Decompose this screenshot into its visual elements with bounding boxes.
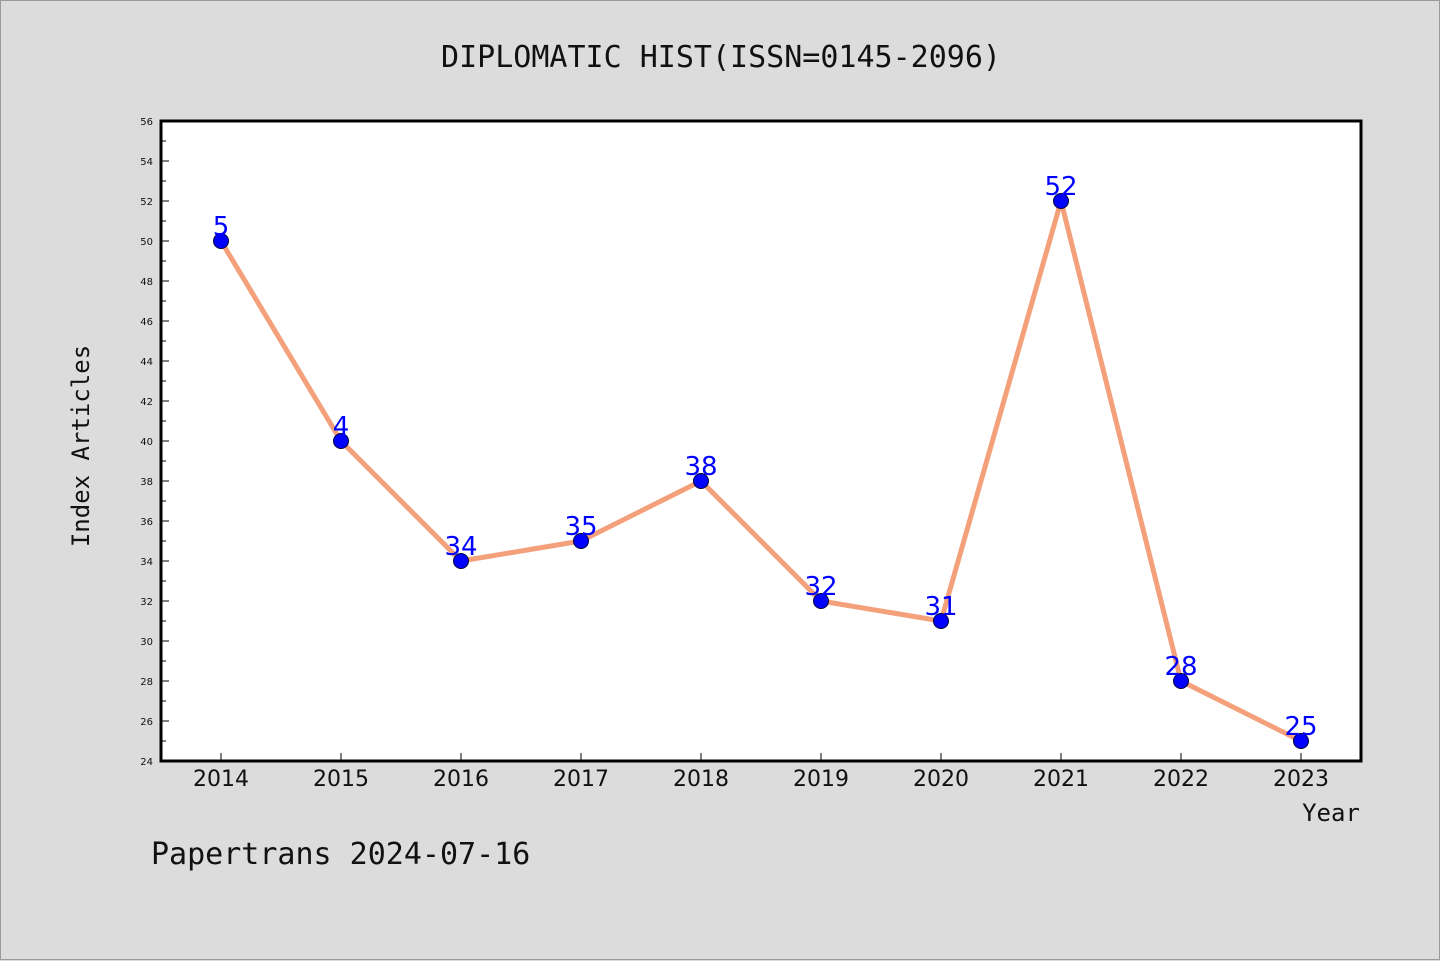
chart-title: DIPLOMATIC HIST(ISSN=0145-2096) (441, 40, 1001, 75)
x-axis-label: Year (1302, 799, 1360, 827)
data-point (813, 593, 829, 609)
data-labels-group: 5 4 34 35 38 32 31 52 28 25 (213, 172, 1318, 742)
data-label: 25 (1284, 712, 1317, 742)
data-label: 32 (804, 572, 837, 602)
data-point (1053, 193, 1069, 209)
data-point (693, 473, 709, 489)
x-tick-label: 2021 (1033, 767, 1089, 792)
y-tick-label: 32 (140, 597, 153, 608)
data-label: 28 (1164, 652, 1197, 682)
y-tick-label: 48 (140, 277, 153, 288)
data-label: 4 (333, 412, 350, 442)
data-label: 35 (564, 512, 597, 542)
series-line-group (218, 198, 1304, 744)
y-tick-label: 26 (140, 717, 153, 728)
x-tick-label: 2019 (793, 767, 849, 792)
x-axis: 2014 2015 2016 2017 2018 2019 2020 2021 2022 2023 (193, 753, 1329, 792)
x-tick-label: 2023 (1273, 767, 1329, 792)
y-tick-label: 28 (140, 677, 153, 688)
data-point (333, 433, 349, 449)
data-label: 38 (684, 452, 717, 482)
data-label: 52 (1044, 172, 1077, 202)
series-line (218, 198, 1304, 744)
data-point (933, 613, 949, 629)
markers-group (213, 193, 1309, 749)
data-point (1173, 673, 1189, 689)
y-tick-label: 36 (140, 517, 153, 528)
x-tick-label: 2016 (433, 767, 489, 792)
x-tick-label: 2022 (1153, 767, 1209, 792)
x-tick-label: 2017 (553, 767, 609, 792)
x-tick-label: 2020 (913, 767, 969, 792)
data-label: 34 (444, 532, 477, 562)
plot-area (161, 121, 1361, 761)
data-point (573, 533, 589, 549)
y-tick-label: 38 (140, 477, 153, 488)
y-tick-label: 56 (140, 117, 153, 128)
y-tick-label: 42 (140, 397, 153, 408)
y-tick-label: 54 (140, 157, 153, 168)
x-tick-label: 2018 (673, 767, 729, 792)
x-tick-label: 2015 (313, 767, 369, 792)
y-tick-label: 50 (140, 237, 153, 248)
y-tick-label: 24 (140, 757, 153, 768)
data-point (453, 553, 469, 569)
y-tick-label: 52 (140, 197, 153, 208)
data-label: 5 (213, 212, 230, 242)
plot-frame (159, 119, 1363, 763)
data-point (1293, 733, 1309, 749)
footer-watermark: Papertrans 2024-07-16 (151, 837, 530, 872)
y-tick-label: 46 (140, 317, 153, 328)
y-tick-label: 34 (140, 557, 153, 568)
y-axis: 24 26 28 30 32 34 36 38 40 42 44 46 48 50 52 54 56 (140, 117, 169, 768)
y-tick-label: 44 (140, 357, 153, 368)
x-tick-label: 2014 (193, 767, 249, 792)
y-tick-label: 30 (140, 637, 153, 648)
y-axis-label: Index Articles (67, 345, 95, 547)
y-tick-label: 40 (140, 437, 153, 448)
data-point (213, 233, 229, 249)
data-label: 31 (924, 592, 957, 622)
